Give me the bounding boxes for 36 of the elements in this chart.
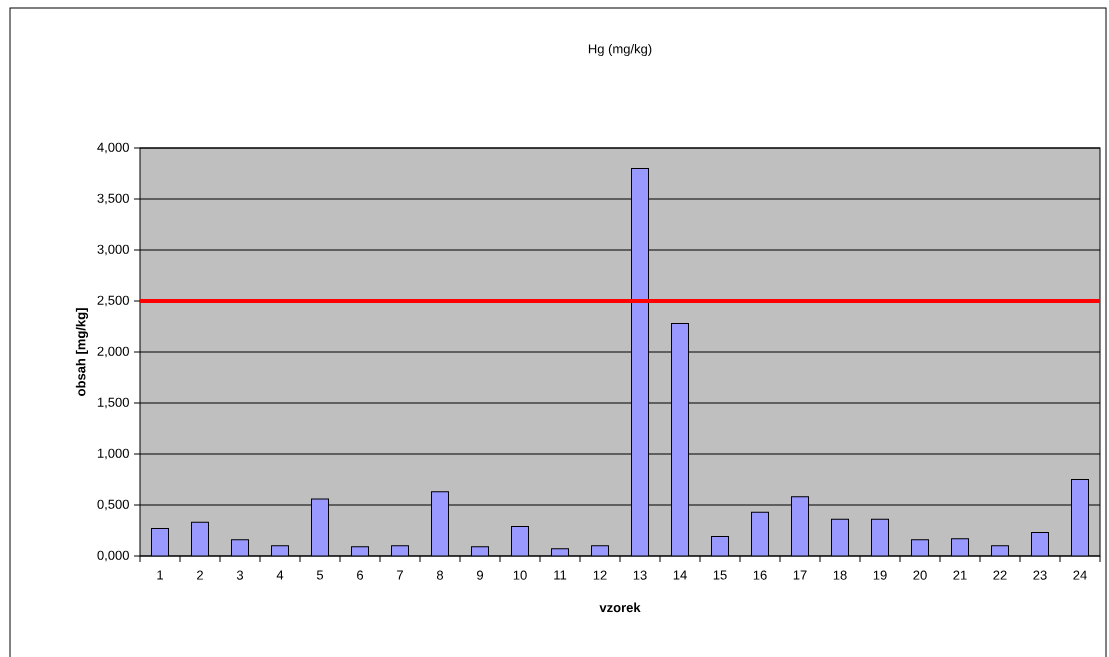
x-tick-label: 8 <box>436 570 444 580</box>
x-tick-label: 9 <box>477 570 484 580</box>
x-tick-label: 1 <box>157 570 163 580</box>
x-tick-label: 20 <box>913 570 927 580</box>
x-tick-label: 21 <box>953 570 967 580</box>
x-tick-label: 12 <box>593 570 607 580</box>
y-tick-label: 3,000 <box>97 244 129 256</box>
x-tick-label: 7 <box>397 570 403 580</box>
y-tick-label: 2,500 <box>97 295 129 307</box>
x-tick-label: 19 <box>873 570 887 580</box>
x-tick-label: 2 <box>197 570 203 580</box>
y-tick-label: 1,500 <box>97 397 129 409</box>
x-axis-title: vzorek <box>599 602 641 613</box>
x-tick-label: 5 <box>316 570 324 580</box>
x-tick-label: 24 <box>1073 570 1087 580</box>
x-tick-label: 15 <box>713 570 727 580</box>
x-tick-label: 11 <box>554 570 567 580</box>
x-tick-label: 23 <box>1033 570 1047 580</box>
x-tick-label: 14 <box>673 570 687 580</box>
y-tick-label: 4,000 <box>97 142 129 154</box>
x-tick-label: 3 <box>236 570 244 580</box>
x-tick-label: 6 <box>357 570 364 580</box>
y-tick-label: 3,500 <box>97 193 129 205</box>
y-tick-label: 0,500 <box>97 499 129 511</box>
x-tick-label: 16 <box>753 570 767 580</box>
y-axis-title: obsah [mg/kg] <box>75 308 89 396</box>
x-tick-label: 10 <box>513 570 527 580</box>
x-tick-label: 17 <box>793 570 807 580</box>
x-tick-label: 13 <box>633 570 647 580</box>
x-tick-label: 18 <box>833 570 847 580</box>
y-tick-label: 1,000 <box>97 448 129 460</box>
y-tick-label: 0,000 <box>97 550 129 562</box>
y-tick-label: 2,000 <box>97 346 129 358</box>
x-tick-label: 22 <box>993 570 1007 580</box>
chart-title: Hg (mg/kg) <box>588 43 652 57</box>
x-tick-label: 4 <box>276 570 284 580</box>
